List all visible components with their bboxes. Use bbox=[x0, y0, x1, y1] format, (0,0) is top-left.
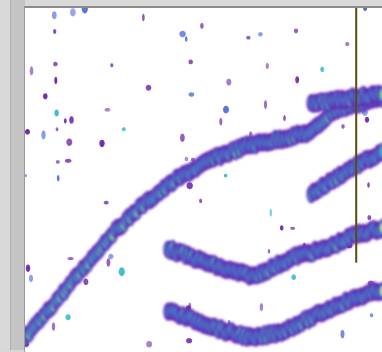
noise-speckle bbox=[69, 116, 74, 124]
noise-speckle bbox=[180, 134, 185, 142]
noise-speckle bbox=[119, 267, 125, 276]
noise-speckle bbox=[370, 313, 373, 317]
noise-speckle bbox=[26, 265, 30, 272]
noise-speckle bbox=[189, 92, 195, 97]
noise-speckle bbox=[65, 159, 72, 163]
noise-speckle bbox=[223, 106, 229, 114]
noise-speckle bbox=[66, 139, 72, 146]
noise-speckle bbox=[341, 330, 345, 339]
noise-speckle bbox=[224, 174, 227, 177]
noise-speckle bbox=[105, 108, 111, 112]
noise-speckle bbox=[110, 63, 113, 67]
noise-speckle bbox=[179, 31, 186, 37]
noise-speckle bbox=[108, 254, 113, 259]
noise-speckle bbox=[188, 303, 191, 309]
noise-speckle bbox=[29, 275, 33, 282]
noise-speckle bbox=[52, 11, 57, 19]
noise-speckle bbox=[65, 314, 70, 320]
noise-speckle bbox=[295, 76, 299, 83]
noise-speckle bbox=[258, 32, 263, 36]
noise-speckle bbox=[104, 201, 109, 205]
noise-speckle bbox=[280, 225, 284, 230]
noise-speckle bbox=[41, 130, 45, 139]
noise-speckle bbox=[186, 338, 192, 343]
noise-speckle bbox=[367, 182, 370, 187]
noise-speckle bbox=[365, 117, 369, 123]
noise-speckle bbox=[99, 140, 104, 147]
noise-speckle bbox=[122, 127, 126, 131]
noise-speckle bbox=[53, 29, 56, 34]
noise-speckle bbox=[187, 182, 193, 189]
noise-speckle bbox=[53, 62, 58, 67]
noise-speckle bbox=[54, 110, 58, 117]
noise-speckle bbox=[146, 341, 152, 348]
spectrogram-panel[interactable] bbox=[24, 6, 382, 352]
frame-gutter bbox=[10, 0, 25, 350]
noise-speckle bbox=[68, 257, 74, 260]
noise-speckle bbox=[341, 124, 344, 128]
noise-speckle bbox=[142, 14, 145, 21]
noise-speckle bbox=[25, 129, 30, 135]
noise-speckle bbox=[260, 303, 263, 311]
noise-speckle bbox=[52, 322, 55, 330]
noise-speckle bbox=[345, 42, 349, 46]
noise-speckle bbox=[268, 249, 270, 253]
noise-speckle bbox=[367, 215, 371, 220]
noise-speckle bbox=[283, 115, 286, 121]
noise-speckle bbox=[107, 258, 111, 266]
noise-speckle bbox=[54, 77, 57, 84]
noise-speckle bbox=[70, 8, 76, 16]
noise-speckle bbox=[264, 100, 267, 109]
noise-speckle bbox=[320, 67, 324, 73]
noise-speckle bbox=[290, 227, 295, 230]
noise-speckle bbox=[219, 118, 222, 126]
noise-speckle bbox=[294, 29, 298, 34]
noise-speckle bbox=[246, 36, 250, 40]
noise-speckle bbox=[56, 160, 60, 164]
noise-speckle bbox=[199, 199, 202, 203]
noise-speckle bbox=[43, 93, 48, 99]
noise-speckle bbox=[30, 66, 34, 75]
noise-speckle bbox=[64, 118, 67, 123]
noise-speckle bbox=[270, 209, 273, 217]
noise-speckle bbox=[185, 157, 189, 161]
noise-speckle bbox=[266, 63, 269, 69]
spectrogram-canvas[interactable] bbox=[25, 8, 382, 352]
noise-speckle bbox=[56, 127, 59, 131]
noise-speckle bbox=[188, 60, 193, 65]
noise-speckle bbox=[57, 175, 60, 181]
noise-speckle bbox=[291, 274, 296, 280]
noise-speckle bbox=[185, 36, 188, 41]
noise-speckle bbox=[226, 79, 231, 86]
noise-speckle bbox=[83, 279, 88, 286]
noise-speckle bbox=[146, 85, 152, 91]
noise-speckle bbox=[200, 23, 204, 29]
